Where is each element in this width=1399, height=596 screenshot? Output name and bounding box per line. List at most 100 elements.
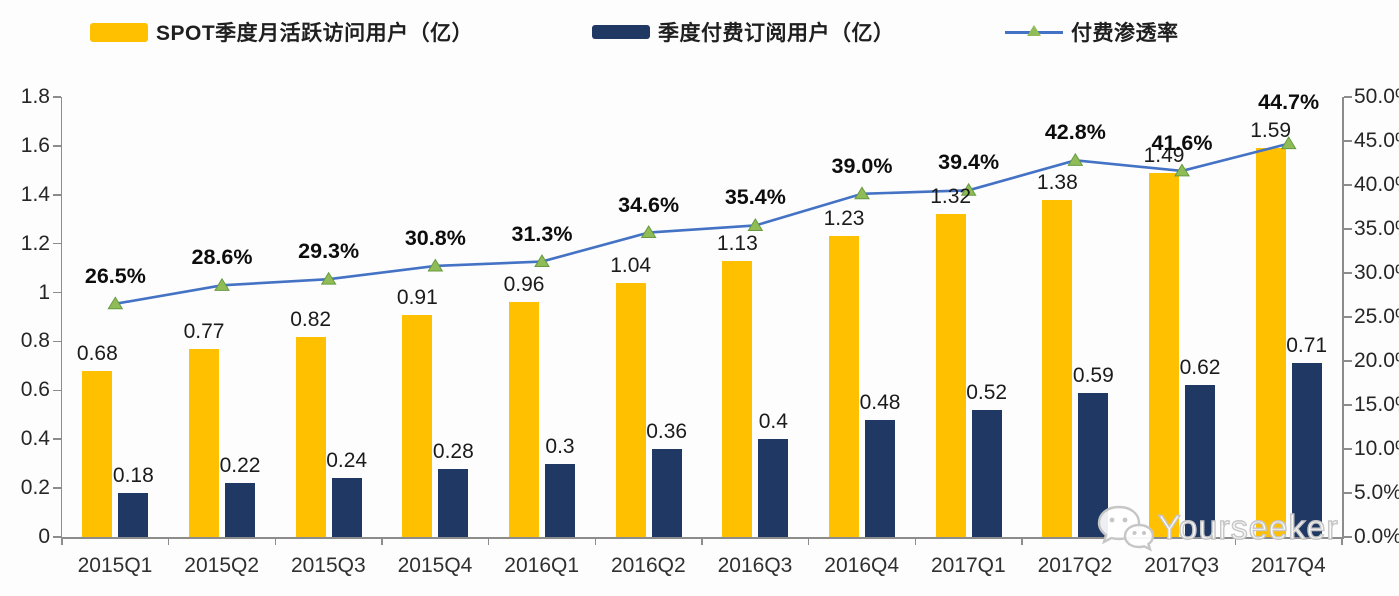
subs-value-label: 0.48 [859, 390, 901, 414]
mau-value-label: 0.96 [503, 273, 545, 297]
x-axis-tick [701, 537, 703, 545]
subs-bar [438, 468, 469, 537]
left-axis-tick [53, 242, 61, 245]
right-axis-tick-label: 0.0% [1354, 525, 1399, 548]
left-axis-tick-label: 0.6 [20, 378, 50, 402]
left-axis-tick-label: 1.2 [20, 231, 50, 255]
left-axis-tick [53, 536, 61, 538]
subs-bar [971, 409, 1002, 537]
penetration-value-label: 44.7% [1258, 89, 1320, 114]
triangle-marker-icon [427, 258, 444, 272]
x-axis-category-label: 2017Q3 [1144, 554, 1220, 577]
penetration-value-label: 41.6% [1151, 130, 1213, 155]
mau-bar [189, 348, 219, 537]
right-axis-tick-label: 45.0% [1354, 129, 1399, 152]
x-axis-tick [274, 537, 277, 545]
right-axis-tick [1343, 96, 1352, 98]
left-axis-tick [53, 291, 61, 294]
subs-bar [225, 483, 255, 537]
x-axis-category-label: 2015Q1 [77, 554, 153, 577]
x-axis-category-label: 2015Q3 [290, 554, 366, 577]
right-axis-tick-label: 40.0% [1354, 173, 1399, 196]
left-axis-tick [53, 96, 61, 98]
subs-bar [331, 478, 362, 537]
subs-bar [651, 449, 682, 537]
penetration-value-label: 34.6% [618, 192, 680, 217]
triangle-marker-icon [1067, 152, 1084, 166]
mau-bar [829, 236, 859, 537]
mau-legend-label: SPOT季度月活跃访问用户（亿） [156, 22, 474, 45]
x-axis-category-label: 2016Q3 [717, 554, 793, 577]
triangle-marker-icon [1280, 136, 1297, 150]
x-axis-tick [61, 537, 63, 545]
legend-item-mau: SPOT季度月活跃访问用户（亿） [90, 18, 473, 46]
subs-value-label: 0.3 [545, 434, 575, 458]
subs-value-label: 0.71 [1286, 334, 1328, 358]
right-axis-tick-label: 25.0% [1354, 305, 1399, 328]
subs-legend-label: 季度付费订阅用户（亿） [658, 22, 895, 45]
right-axis-tick [1343, 316, 1352, 318]
right-axis-tick-label: 20.0% [1354, 349, 1399, 372]
right-axis-tick [1343, 140, 1352, 142]
triangle-marker-icon [320, 271, 337, 285]
subs-value-label: 0.22 [219, 454, 261, 478]
plot-area: 0.68 0.18 0.77 0.22 0.82 0.24 0.91 0.28 0.96 0.3 1… [62, 90, 1342, 537]
subs-value-label: 0.24 [326, 449, 368, 473]
triangle-marker-icon [854, 186, 870, 200]
left-axis-tick-label: 0.8 [20, 329, 50, 353]
mau-bar [935, 214, 966, 537]
penetration-value-label: 30.8% [404, 225, 466, 250]
subs-bar [118, 493, 149, 537]
x-axis-category-label: 2017Q1 [930, 554, 1006, 577]
x-axis-category-label: 2017Q4 [1250, 554, 1326, 577]
mau-bar [615, 282, 646, 537]
subs-bar [1291, 363, 1322, 537]
penetration-value-label: 39.0% [831, 153, 893, 178]
subs-bar [1185, 385, 1215, 537]
mau-bar [509, 302, 539, 537]
right-axis-tick [1343, 404, 1352, 406]
subs-value-label: 0.4 [758, 410, 788, 434]
left-axis-tick [53, 487, 61, 489]
legend-item-subs: 季度付费订阅用户（亿） [592, 18, 895, 46]
x-axis-category-label: 2016Q4 [824, 554, 900, 577]
left-axis-tick-label: 1.8 [20, 85, 50, 108]
subs-value-label: 0.59 [1072, 363, 1114, 387]
subs-legend-swatch [592, 25, 650, 39]
right-axis-tick [1343, 492, 1352, 494]
penetration-value-label: 42.8% [1044, 120, 1106, 145]
right-axis-tick-label: 15.0% [1354, 393, 1399, 416]
right-axis-tick [1343, 360, 1352, 362]
x-axis-tick [487, 537, 490, 545]
triangle-marker-icon [214, 277, 230, 291]
triangle-marker-icon [1174, 163, 1190, 177]
triangle-marker-icon [640, 225, 657, 239]
right-axis-tick [1343, 228, 1352, 230]
mau-value-label: 0.77 [183, 319, 225, 343]
mau-value-label: 0.82 [290, 307, 332, 331]
right-axis-tick [1343, 272, 1352, 274]
left-axis-tick [53, 389, 61, 392]
left-axis-tick-label: 0.4 [20, 427, 50, 451]
x-axis-tick [381, 537, 383, 545]
mau-legend-swatch [90, 22, 148, 42]
penetration-value-label: 31.3% [511, 221, 573, 246]
mau-bar [722, 260, 753, 537]
mau-bar [1255, 148, 1286, 537]
right-axis-tick-label: 50.0% [1354, 85, 1399, 108]
penetration-value-label: 39.4% [938, 150, 1000, 175]
x-axis-category-label: 2015Q4 [397, 554, 473, 577]
mau-bar [402, 314, 433, 537]
subs-value-label: 0.52 [966, 380, 1008, 404]
mau-value-label: 0.91 [396, 285, 438, 309]
mau-value-label: 1.49 [1143, 143, 1185, 167]
subs-bar [545, 463, 575, 537]
mau-value-label: 1.38 [1036, 170, 1078, 194]
subs-value-label: 0.62 [1179, 356, 1221, 380]
left-axis-tick-label: 0 [38, 525, 50, 548]
x-axis-category-label: 2016Q2 [610, 554, 686, 577]
triangle-marker-icon [534, 254, 550, 268]
left-axis-tick-label: 1.6 [20, 133, 50, 157]
mau-bar [82, 370, 113, 537]
